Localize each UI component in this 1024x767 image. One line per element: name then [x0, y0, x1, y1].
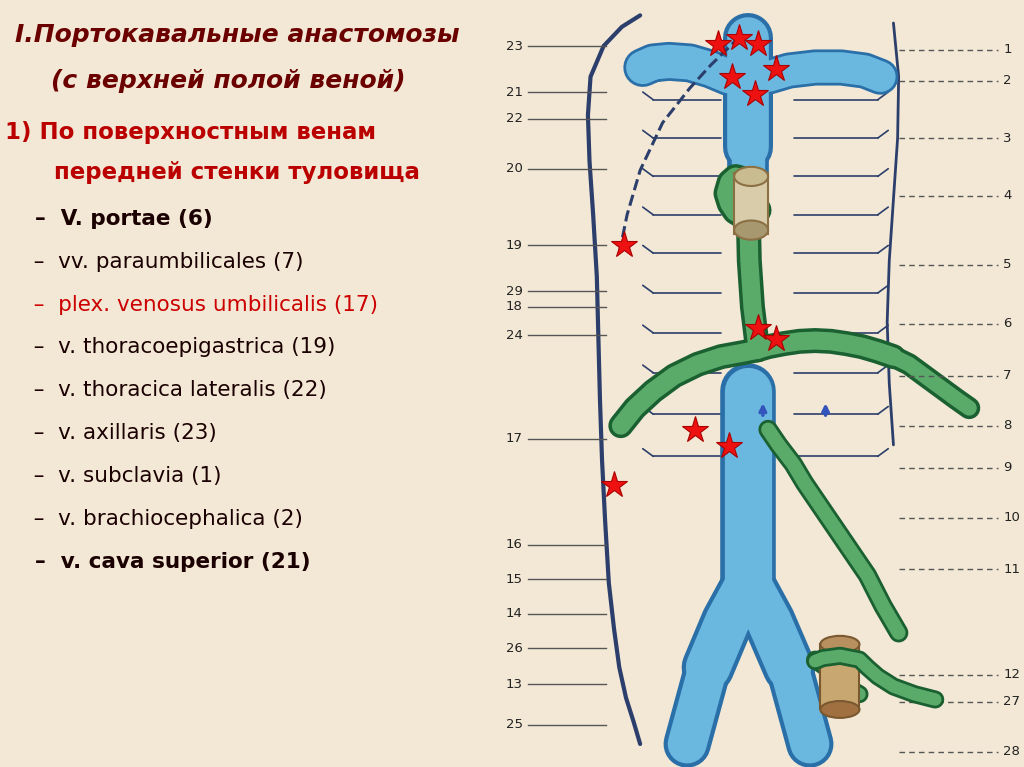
Text: –  v. axillaris (23): – v. axillaris (23)	[20, 423, 217, 443]
Text: 3: 3	[1004, 132, 1012, 144]
Ellipse shape	[734, 221, 768, 239]
Text: 13: 13	[506, 678, 522, 690]
Text: 10: 10	[1004, 512, 1020, 524]
Text: –  v. brachiocephalica (2): – v. brachiocephalica (2)	[20, 509, 303, 529]
Text: 24: 24	[506, 329, 522, 341]
Text: –  V. portae (6): – V. portae (6)	[20, 209, 213, 229]
Text: –  v. cava superior (21): – v. cava superior (21)	[20, 552, 311, 572]
Text: 21: 21	[506, 86, 522, 98]
Text: 16: 16	[506, 538, 522, 551]
Text: 14: 14	[506, 607, 522, 620]
Text: 12: 12	[1004, 669, 1020, 681]
Text: 4: 4	[1004, 189, 1012, 202]
Text: 29: 29	[506, 285, 522, 298]
Text: 23: 23	[506, 40, 522, 52]
Bar	[820, 644, 859, 709]
Text: 2: 2	[1004, 74, 1012, 87]
Text: 25: 25	[506, 719, 522, 731]
Text: –  v. subclavia (1): – v. subclavia (1)	[20, 466, 222, 486]
Text: (с верхней полой веной): (с верхней полой веной)	[51, 69, 406, 93]
Text: –  plex. venosus umbilicalis (17): – plex. venosus umbilicalis (17)	[20, 295, 378, 314]
Text: 17: 17	[506, 433, 522, 445]
Text: 26: 26	[506, 642, 522, 654]
Bar	[734, 173, 768, 234]
Text: 22: 22	[506, 113, 522, 125]
Text: 28: 28	[1004, 746, 1020, 758]
Ellipse shape	[820, 701, 859, 718]
Text: 27: 27	[1004, 696, 1020, 708]
Ellipse shape	[734, 167, 768, 186]
Text: 8: 8	[1004, 420, 1012, 432]
Text: 1) По поверхностным венам: 1) По поверхностным венам	[5, 121, 376, 144]
Text: I.Портокавальные анастомозы: I.Портокавальные анастомозы	[15, 23, 460, 47]
Text: –  v. thoracica lateralis (22): – v. thoracica lateralis (22)	[20, 380, 327, 400]
Text: –  v. thoracoepigastrica (19): – v. thoracoepigastrica (19)	[20, 337, 336, 357]
Text: 7: 7	[1004, 370, 1012, 382]
Text: 1: 1	[1004, 44, 1012, 56]
Text: 11: 11	[1004, 563, 1020, 575]
Ellipse shape	[820, 636, 859, 653]
Text: 19: 19	[506, 239, 522, 252]
Text: 18: 18	[506, 301, 522, 313]
Text: 6: 6	[1004, 318, 1012, 330]
Text: передней стенки туловища: передней стенки туловища	[31, 161, 420, 184]
Text: 9: 9	[1004, 462, 1012, 474]
Text: 5: 5	[1004, 258, 1012, 271]
Text: –  vv. paraumbilicales (7): – vv. paraumbilicales (7)	[20, 252, 304, 272]
Text: 15: 15	[506, 573, 522, 585]
Text: 20: 20	[506, 163, 522, 175]
